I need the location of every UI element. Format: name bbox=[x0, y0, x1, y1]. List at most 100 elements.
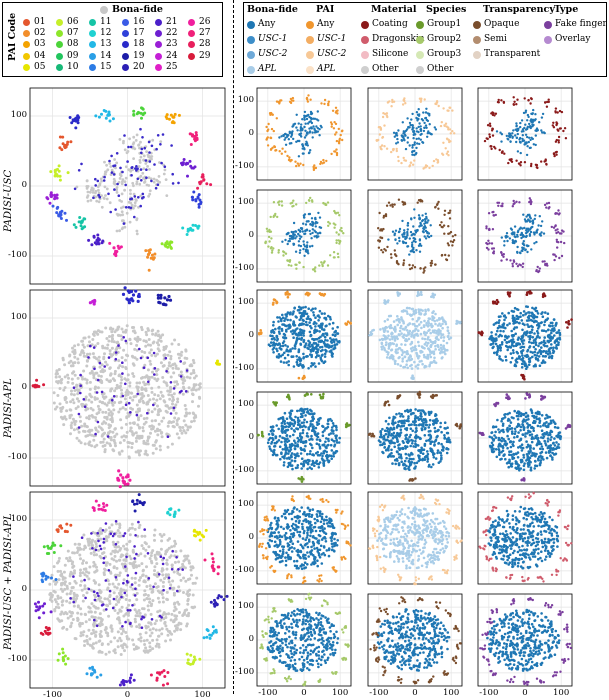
data-point bbox=[282, 317, 285, 320]
data-point bbox=[143, 639, 146, 642]
data-point bbox=[311, 201, 313, 203]
data-point bbox=[385, 215, 387, 217]
data-point bbox=[317, 235, 319, 237]
data-point bbox=[37, 608, 40, 611]
data-point bbox=[276, 117, 278, 119]
data-point bbox=[286, 155, 288, 157]
data-point bbox=[516, 125, 518, 127]
data-point bbox=[141, 148, 144, 151]
data-point bbox=[122, 679, 125, 682]
pai-code-label: 03 bbox=[34, 39, 45, 49]
data-point bbox=[94, 635, 97, 638]
data-point bbox=[308, 151, 310, 153]
data-point bbox=[138, 564, 141, 567]
data-point bbox=[166, 559, 169, 562]
data-point bbox=[83, 587, 86, 590]
data-point bbox=[70, 622, 73, 625]
data-point bbox=[144, 613, 147, 616]
data-point bbox=[135, 625, 138, 628]
data-point bbox=[543, 260, 545, 262]
data-point bbox=[315, 356, 318, 359]
data-point bbox=[97, 405, 100, 408]
data-point bbox=[318, 264, 320, 266]
data-point bbox=[292, 310, 295, 313]
legend-item-label: Opaque bbox=[484, 19, 519, 29]
data-point bbox=[192, 412, 195, 415]
data-point bbox=[107, 340, 110, 343]
legend-item-label: USC-2 bbox=[317, 49, 346, 59]
data-point bbox=[265, 138, 267, 140]
legend-item-marker bbox=[247, 21, 255, 29]
data-point bbox=[412, 124, 414, 126]
data-point bbox=[75, 385, 78, 388]
data-point bbox=[176, 423, 179, 426]
data-point bbox=[59, 570, 62, 573]
data-point bbox=[285, 325, 288, 328]
data-point bbox=[53, 391, 56, 394]
data-point bbox=[74, 543, 77, 546]
data-point bbox=[133, 503, 136, 506]
data-point bbox=[338, 214, 340, 216]
data-point bbox=[176, 624, 179, 627]
data-point bbox=[95, 243, 98, 246]
scatter-plot bbox=[257, 290, 351, 382]
data-point bbox=[499, 149, 501, 151]
data-point bbox=[90, 444, 93, 447]
data-point bbox=[95, 357, 98, 360]
data-point bbox=[175, 556, 178, 559]
data-point bbox=[124, 148, 127, 151]
data-point bbox=[499, 132, 501, 134]
data-point bbox=[124, 366, 127, 369]
data-point bbox=[162, 684, 165, 687]
data-point bbox=[65, 409, 68, 412]
data-point bbox=[86, 672, 89, 675]
data-point bbox=[192, 191, 195, 194]
data-point bbox=[413, 159, 415, 161]
data-point bbox=[151, 599, 154, 602]
data-point bbox=[111, 523, 114, 526]
data-point bbox=[193, 385, 196, 388]
data-point bbox=[269, 137, 271, 139]
data-point bbox=[442, 318, 445, 321]
legend-item-label: Coating bbox=[372, 19, 408, 29]
data-point bbox=[160, 162, 163, 165]
data-point bbox=[289, 238, 291, 240]
data-point bbox=[53, 608, 56, 611]
data-point bbox=[119, 177, 122, 180]
data-point bbox=[265, 241, 267, 243]
data-point bbox=[137, 196, 140, 199]
data-point bbox=[79, 607, 82, 610]
data-point bbox=[544, 101, 546, 103]
data-point bbox=[335, 110, 337, 112]
data-point bbox=[335, 123, 337, 125]
data-point bbox=[122, 628, 125, 631]
data-point bbox=[177, 509, 180, 512]
data-point bbox=[321, 334, 324, 337]
data-point bbox=[142, 401, 145, 404]
data-point bbox=[156, 428, 159, 431]
data-point bbox=[512, 239, 514, 241]
data-point bbox=[113, 158, 116, 161]
data-point bbox=[397, 160, 399, 162]
data-point bbox=[316, 329, 319, 332]
data-point bbox=[417, 202, 419, 204]
data-point bbox=[55, 581, 58, 584]
data-point bbox=[73, 344, 76, 347]
scatter-plot bbox=[368, 88, 462, 180]
data-point bbox=[381, 237, 383, 239]
data-point bbox=[96, 625, 99, 628]
data-point bbox=[213, 599, 216, 602]
data-point bbox=[72, 601, 75, 604]
data-point bbox=[92, 301, 95, 304]
data-point bbox=[521, 130, 523, 132]
data-point bbox=[447, 329, 450, 332]
data-point bbox=[395, 230, 397, 232]
data-point bbox=[140, 618, 143, 621]
data-point bbox=[148, 398, 151, 401]
scatter-plot bbox=[368, 190, 462, 282]
data-point bbox=[84, 405, 87, 408]
data-point bbox=[125, 165, 128, 168]
data-point bbox=[407, 137, 409, 139]
data-point bbox=[121, 171, 124, 174]
